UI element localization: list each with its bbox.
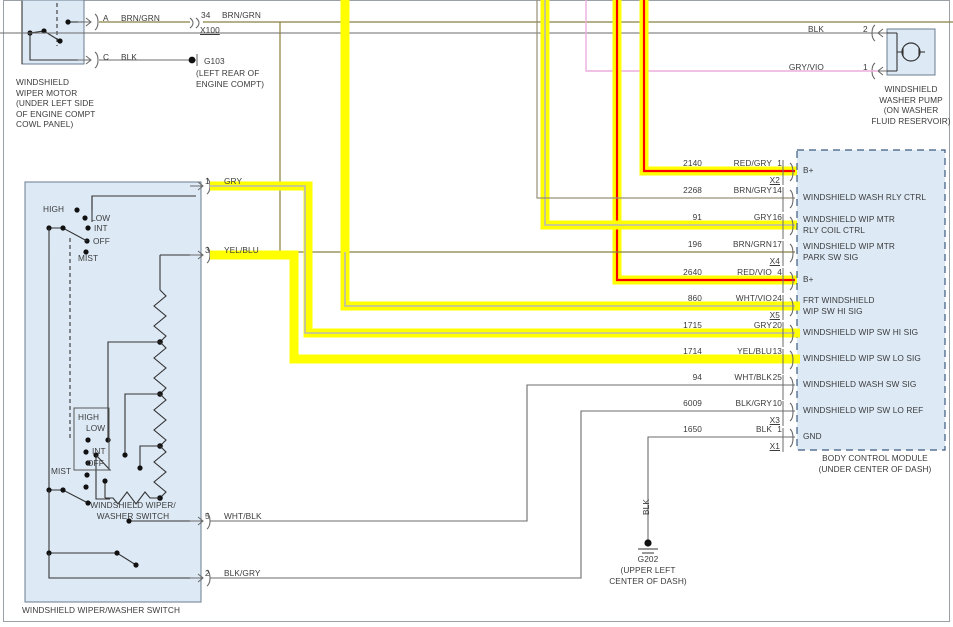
bcm-function-20: WINDSHIELD WIP SW HI SIG — [803, 327, 919, 337]
bcm-circuit-2640: 2640 — [683, 267, 702, 277]
bcm-circuit-860: 860 — [687, 293, 702, 303]
switch-caption: WINDSHIELD WIPER/WASHER SWITCH — [22, 605, 181, 615]
bcm-caption: BODY CONTROL MODULE (UNDER CENTER OF DAS… — [818, 453, 932, 474]
bcm-pin-1715: 20 — [772, 320, 782, 330]
bcm-wire-1650: BLK — [756, 424, 772, 434]
bcm-circuit-91: 91 — [692, 212, 702, 222]
bcm-pin-196: 17 — [772, 239, 782, 249]
bcm-circuit-2268: 2268 — [683, 185, 702, 195]
switch-pin-1-label: 1 — [205, 176, 210, 186]
bcm-function-25: WINDSHIELD WASH SW SIG — [803, 379, 917, 389]
wiper-motor-pin-c-wire: BLK — [121, 52, 137, 62]
bcm-connector-X5: X5 — [769, 310, 780, 320]
bcm-wire-91: GRY — [753, 212, 772, 222]
bcm-wire-1715: GRY — [753, 320, 772, 330]
bcm-connector-X1: X1 — [769, 441, 780, 451]
bcm-function-1: B+ — [803, 165, 814, 175]
wiper-motor-pin-c-label: C — [103, 52, 110, 62]
bcm-wire-94: WHT/BLK — [734, 372, 772, 382]
bcm-wire-860: WHT/VIO — [735, 293, 772, 303]
bcm-pin-1714: 13 — [772, 346, 782, 356]
switch-pin-3-wire: YEL/BLU — [224, 245, 259, 255]
bcm-connector-X4: X4 — [769, 256, 780, 266]
wiper-motor-pin-a-wire: BRN/GRN — [121, 13, 160, 23]
ground-g202-location: (UPPER LEFT CENTER OF DASH) — [609, 565, 687, 586]
bcm-circuit-6009: 6009 — [683, 398, 702, 408]
bcm-function-24: FRT WINDSHIELD WIP SW HI SIG — [803, 295, 875, 316]
switch-upper-pos-int: INT — [94, 223, 108, 233]
bcm-function-13: WINDSHIELD WIP SW LO SIG — [803, 353, 921, 363]
bcm-circuit-2140: 2140 — [683, 158, 702, 168]
switch-pin-5-wire: WHT/BLK — [224, 511, 262, 521]
switch-pin-1-wire: GRY — [224, 176, 243, 186]
bcm-pin-2640: 4 — [777, 267, 782, 277]
washer-pump-pin-2-label: 2 — [863, 24, 868, 34]
washer-pump-pin-1-wire: GRY/VIO — [788, 62, 824, 72]
switch-pin-5-label: 5 — [205, 511, 210, 521]
switch-upper-pos-high: HIGH — [43, 204, 65, 214]
washer-pump-caption: WINDSHIELD WASHER PUMP (ON WASHER FLUID … — [871, 84, 951, 126]
bcm-pin-860: 24 — [772, 293, 782, 303]
connector-x100-label: X100 — [200, 25, 220, 35]
bcm-function-14: WINDSHIELD WASH RLY CTRL — [803, 192, 927, 202]
bcm-wire-2268: BRN/GRY — [733, 185, 772, 195]
switch-upper-pos-mist: MIST — [78, 253, 99, 263]
washer-pump-pin-1-label: 1 — [863, 62, 868, 72]
ground-g202-id: G202 — [637, 554, 659, 564]
switch-pin-3-label: 3 — [205, 245, 210, 255]
switch-lower-pos-int: INT — [92, 446, 106, 456]
connector-x100-wire: BRN/GRN — [222, 10, 261, 20]
bcm-wire-6009: BLK/GRY — [735, 398, 772, 408]
bcm-pin-91: 16 — [772, 212, 782, 222]
ground-g202-wire: BLK — [641, 499, 651, 515]
ground-g103-id: G103 — [204, 56, 225, 66]
switch-lower-pos-mist: MIST — [51, 466, 72, 476]
switch-pin-2-wire: BLK/GRY — [224, 568, 261, 578]
switch-upper-pos-off: OFF — [93, 236, 110, 246]
bcm-connector-X3: X3 — [769, 415, 780, 425]
bcm-pin-94: 25 — [772, 372, 782, 382]
bcm-pin-2268: 14 — [772, 185, 782, 195]
switch-inner-label: WINDSHIELD WIPER/ WASHER SWITCH — [90, 500, 176, 521]
connector-x100-pin: 34 — [201, 10, 211, 20]
bcm-connector-X2: X2 — [769, 175, 780, 185]
bcm-pin-2140: 1 — [777, 158, 782, 168]
bcm-function-4: B+ — [803, 274, 814, 284]
bcm-function-10: WINDSHIELD WIP SW LO REF — [803, 405, 924, 415]
switch-lower-pos-high: HIGH — [78, 412, 100, 422]
switch-pin-2-label: 2 — [205, 568, 210, 578]
wiper-motor-pin-a-label: A — [103, 13, 109, 23]
bcm-function-1: GND — [803, 431, 822, 441]
bcm-circuit-1714: 1714 — [683, 346, 702, 356]
bcm-wire-1714: YEL/BLU — [737, 346, 772, 356]
wiper-motor-caption: WINDSHIELD WIPER MOTOR (UNDER LEFT SIDE … — [16, 77, 96, 129]
bcm-wire-2140: RED/GRY — [733, 158, 772, 168]
bcm-function-17: WINDSHIELD WIP MTR PARK SW SIG — [803, 241, 895, 262]
washer-pump-pin-2-wire: BLK — [808, 24, 824, 34]
bcm-wire-2640: RED/VIO — [737, 267, 772, 277]
switch-lower-pos-off: OFF — [87, 458, 104, 468]
switch-lower-pos-low: LOW — [86, 423, 106, 433]
bcm-circuit-196: 196 — [687, 239, 702, 249]
switch-upper-pos-low: LOW — [91, 213, 111, 223]
bcm-wire-196: BRN/GRN — [733, 239, 772, 249]
bcm-circuit-1715: 1715 — [683, 320, 702, 330]
bcm-pin-1650: 1 — [777, 424, 782, 434]
bcm-circuit-94: 94 — [692, 372, 702, 382]
bcm-circuit-1650: 1650 — [683, 424, 702, 434]
bcm-pin-6009: 10 — [772, 398, 782, 408]
ground-g103-location: (LEFT REAR OF ENGINE COMPT) — [196, 68, 265, 89]
bcm-function-16: WINDSHIELD WIP MTR RLY COIL CTRL — [803, 214, 895, 235]
